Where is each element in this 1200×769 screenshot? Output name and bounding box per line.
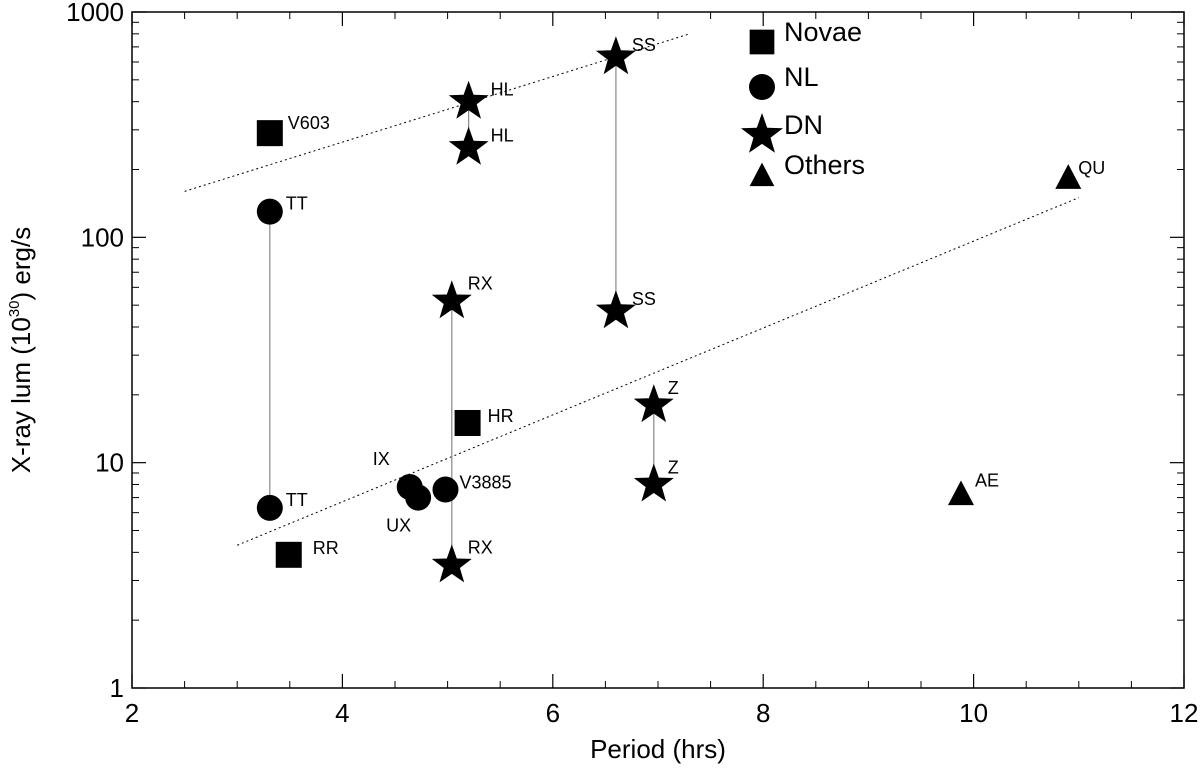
point-labels: V603 HR RR TT TT IX UX V3885 HL HL SS SS RX RX Z Z QU AE: [286, 35, 1105, 558]
legend: Novae NL DN Others: [741, 17, 865, 187]
point-star: [633, 463, 674, 502]
point-label: SS: [632, 289, 656, 309]
point-star: [448, 126, 489, 165]
legend-label: NL: [784, 62, 819, 92]
point-circle: [405, 484, 432, 511]
point-label: Z: [668, 378, 679, 398]
point-label: QU: [1078, 158, 1105, 178]
point-triangle: [1055, 164, 1082, 189]
x-tick-label: 4: [335, 698, 349, 728]
legend-label: DN: [784, 110, 823, 140]
point-circle: [432, 476, 459, 503]
data-points: [256, 36, 1082, 583]
legend-label: Others: [784, 150, 865, 180]
point-label: HR: [488, 406, 514, 426]
legend-label: Novae: [784, 17, 862, 47]
x-tick-label: 10: [959, 698, 988, 728]
point-label: V3885: [459, 473, 511, 493]
x-tick-label: 12: [1170, 698, 1199, 728]
point-label: Z: [668, 458, 679, 478]
legend-marker-triangle: [749, 162, 775, 187]
point-label: UX: [386, 516, 411, 536]
trend-line: [237, 197, 1079, 546]
point-star: [633, 384, 674, 423]
point-star: [595, 36, 636, 75]
point-label: SS: [632, 35, 656, 55]
y-tick-label: 100: [81, 222, 124, 252]
connector-lines: [269, 57, 655, 566]
point-label: TT: [286, 194, 308, 214]
point-star: [431, 544, 472, 583]
y-tick-label: 1000: [66, 0, 124, 27]
point-square: [454, 409, 481, 436]
point-label: TT: [286, 490, 308, 510]
point-star: [448, 80, 489, 119]
legend-marker-square: [749, 29, 775, 55]
point-circle: [256, 494, 283, 521]
point-square: [275, 541, 302, 568]
point-label: RR: [313, 538, 339, 558]
y-tick-label: 10: [95, 448, 124, 478]
y-tick-label: 1: [110, 673, 124, 703]
point-square: [256, 120, 283, 147]
y-axis-title: X-ray lum (1030) erg/s: [6, 227, 36, 473]
trend-line: [184, 33, 690, 192]
point-label: HL: [491, 80, 514, 100]
legend-marker-circle: [749, 74, 775, 100]
point-star: [595, 290, 636, 329]
point-label: RX: [468, 273, 493, 293]
axis-ticks: 2 4 6 8 10 12 1 10 100 1000: [66, 0, 1198, 728]
y-axis-title-base: X-ray lum (10: [6, 317, 36, 473]
y-axis-title-exponent: 30: [6, 300, 23, 317]
point-triangle: [947, 480, 974, 506]
legend-marker-star: [741, 113, 783, 153]
x-tick-label: 6: [546, 698, 560, 728]
point-label: RX: [468, 537, 493, 557]
x-axis-title: Period (hrs): [590, 734, 726, 764]
point-label: IX: [373, 449, 390, 469]
y-axis-title-unit: ) erg/s: [6, 227, 36, 301]
point-circle: [256, 198, 283, 225]
x-tick-label: 2: [125, 698, 139, 728]
trend-lines: [184, 33, 1079, 546]
point-label: HL: [491, 126, 514, 146]
point-label: AE: [975, 470, 999, 490]
point-label: V603: [288, 113, 330, 133]
point-star: [431, 280, 472, 319]
x-tick-label: 8: [756, 698, 770, 728]
